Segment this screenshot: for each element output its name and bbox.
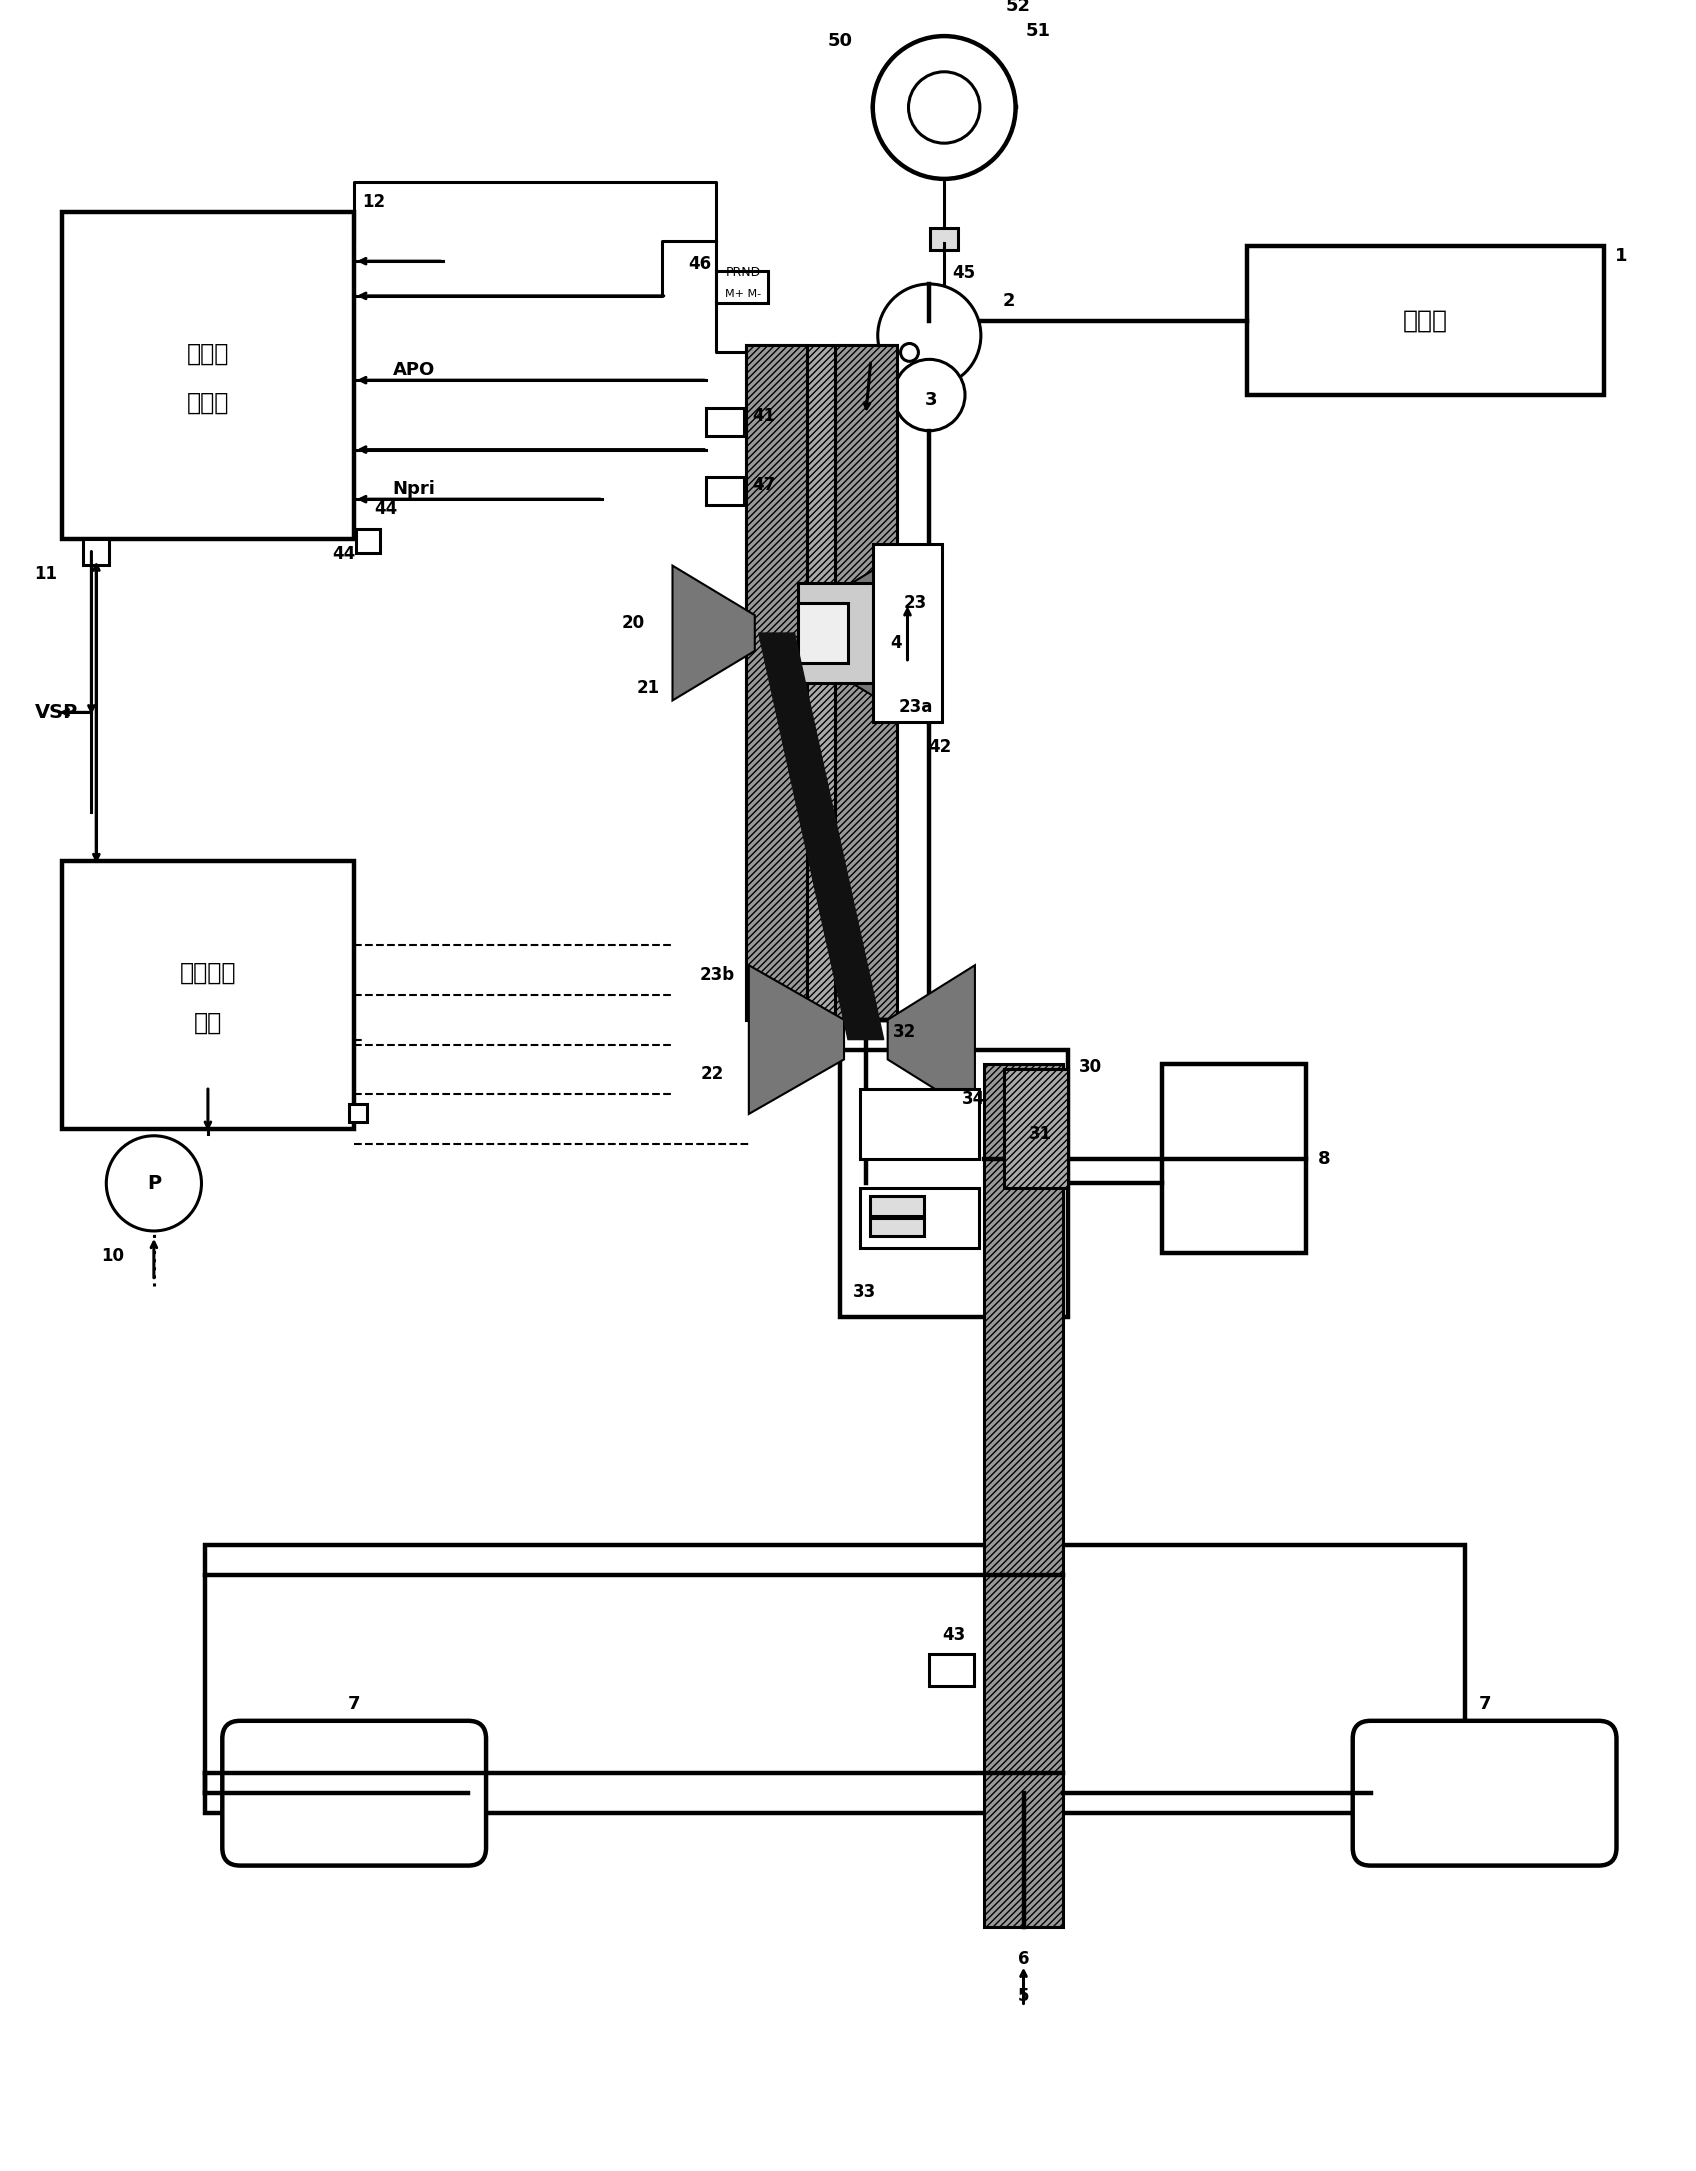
Circle shape xyxy=(879,284,980,386)
Text: M+ M-: M+ M- xyxy=(724,289,762,300)
Text: 23a: 23a xyxy=(899,699,933,716)
Text: 51: 51 xyxy=(1026,22,1050,39)
Bar xyxy=(1162,1064,1306,1253)
Text: 33: 33 xyxy=(853,1283,877,1300)
Text: 30: 30 xyxy=(1079,1057,1101,1077)
Bar xyxy=(706,408,745,436)
Text: P: P xyxy=(148,1175,161,1192)
Bar xyxy=(860,1188,979,1248)
Text: 23: 23 xyxy=(904,595,928,612)
Text: Npri: Npri xyxy=(392,480,436,499)
Circle shape xyxy=(901,343,919,360)
Text: 液压控制: 液压控制 xyxy=(180,962,236,986)
Circle shape xyxy=(873,37,1016,178)
Text: 控制器: 控制器 xyxy=(187,391,229,415)
Text: 23b: 23b xyxy=(699,966,734,983)
Text: 42: 42 xyxy=(929,738,951,756)
Text: 43: 43 xyxy=(943,1626,965,1643)
Bar xyxy=(929,1654,974,1687)
Bar xyxy=(349,1105,366,1122)
Bar xyxy=(870,1218,924,1235)
FancyBboxPatch shape xyxy=(1353,1722,1616,1865)
Bar xyxy=(61,211,354,538)
Bar xyxy=(1004,1070,1068,1188)
Bar xyxy=(799,604,848,662)
Text: 31: 31 xyxy=(1029,1125,1052,1142)
Polygon shape xyxy=(673,567,755,701)
Text: 12: 12 xyxy=(363,193,385,211)
Bar xyxy=(840,1049,1068,1318)
Bar xyxy=(205,1546,1465,1813)
Text: 10: 10 xyxy=(102,1246,124,1266)
Bar xyxy=(746,345,807,1020)
Text: 21: 21 xyxy=(636,680,660,697)
Text: 46: 46 xyxy=(689,256,711,274)
Text: 45: 45 xyxy=(953,265,975,282)
Bar xyxy=(746,345,897,1020)
Text: 44: 44 xyxy=(332,545,356,562)
Polygon shape xyxy=(758,634,884,1040)
Text: 2: 2 xyxy=(1002,291,1014,310)
Text: 44: 44 xyxy=(375,499,397,519)
Text: 34: 34 xyxy=(962,1090,985,1107)
Bar xyxy=(799,584,873,682)
Text: 52: 52 xyxy=(1006,0,1031,15)
Bar xyxy=(873,543,943,723)
Bar xyxy=(1247,245,1604,395)
Text: 4: 4 xyxy=(890,634,901,651)
Text: 22: 22 xyxy=(700,1066,724,1083)
Text: 变速器: 变速器 xyxy=(187,341,229,365)
Text: 回路: 回路 xyxy=(193,1012,222,1036)
Bar xyxy=(356,530,380,554)
Text: 6: 6 xyxy=(1018,1950,1029,1967)
Text: 32: 32 xyxy=(892,1023,916,1040)
Text: 20: 20 xyxy=(621,614,644,632)
Circle shape xyxy=(894,360,965,430)
Polygon shape xyxy=(887,966,975,1114)
Text: 5: 5 xyxy=(1018,1986,1029,2006)
Bar xyxy=(870,1196,924,1216)
Bar xyxy=(61,862,354,1129)
Text: PRND: PRND xyxy=(726,265,760,278)
Circle shape xyxy=(909,72,980,143)
FancyBboxPatch shape xyxy=(222,1722,487,1865)
Bar xyxy=(834,345,897,1020)
Bar xyxy=(706,478,745,506)
Text: 47: 47 xyxy=(751,475,775,495)
Text: 1: 1 xyxy=(1615,247,1628,265)
Text: 11: 11 xyxy=(34,564,56,582)
Text: APO: APO xyxy=(392,360,434,380)
Text: 41: 41 xyxy=(751,406,775,426)
Text: 8: 8 xyxy=(1318,1151,1330,1168)
Bar xyxy=(984,1064,1063,1928)
Text: 50: 50 xyxy=(828,33,853,50)
Text: 发动机: 发动机 xyxy=(1403,308,1448,332)
Bar xyxy=(931,228,958,250)
Polygon shape xyxy=(799,569,875,697)
Circle shape xyxy=(107,1135,202,1231)
Polygon shape xyxy=(750,966,845,1114)
Bar xyxy=(860,1090,979,1159)
Bar xyxy=(716,271,768,302)
Text: 3: 3 xyxy=(924,391,938,408)
Text: 7: 7 xyxy=(1479,1696,1491,1713)
Bar xyxy=(83,538,109,564)
Text: 7: 7 xyxy=(348,1696,361,1713)
Text: VSP: VSP xyxy=(36,703,78,723)
